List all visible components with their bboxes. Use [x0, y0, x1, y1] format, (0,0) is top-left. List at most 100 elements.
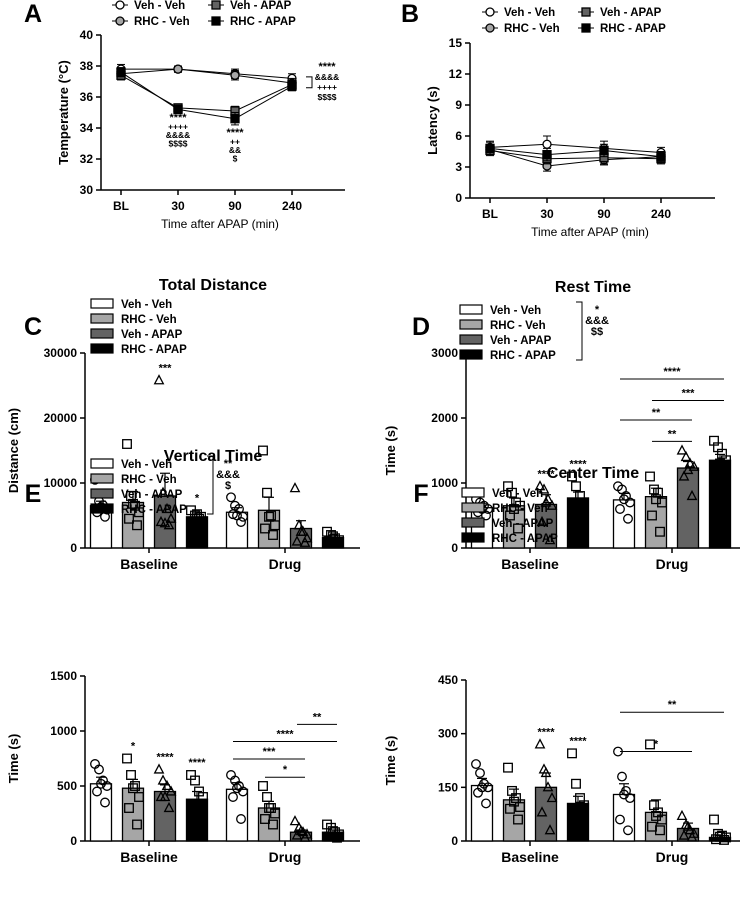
- individual-point: [198, 792, 208, 802]
- significance-marker: ++++: [317, 82, 337, 92]
- significance-marker: **: [313, 711, 322, 723]
- legend-swatch: [90, 488, 114, 499]
- individual-point: [291, 535, 303, 546]
- individual-point: [122, 753, 132, 764]
- x-tick-label: BL: [113, 199, 129, 213]
- individual-point: [102, 781, 112, 791]
- legend-label: RHC - APAP: [121, 504, 187, 516]
- individual-point: [159, 790, 171, 802]
- legend-label: Veh - Veh: [121, 459, 172, 471]
- individual-point: [132, 819, 142, 830]
- significance-marker: $$$$: [318, 92, 337, 102]
- significance-marker: ****: [188, 757, 206, 769]
- legend-label: Veh - APAP: [490, 335, 552, 347]
- y-tick-label: 36: [80, 90, 94, 104]
- individual-point: [657, 497, 667, 508]
- significance-marker: $: [225, 480, 231, 492]
- significance-marker: *: [595, 304, 600, 316]
- legend-label: Veh - APAP: [121, 489, 183, 501]
- data-point-rhc-apap: [173, 104, 183, 115]
- individual-point: [334, 829, 344, 840]
- individual-point: [270, 808, 280, 819]
- series-line-rhc-apap: [120, 71, 293, 120]
- individual-point: [289, 482, 301, 493]
- significance-marker: &&&&: [315, 72, 340, 82]
- legend-marker: [115, 0, 125, 10]
- individual-point: [507, 487, 517, 498]
- individual-point: [688, 460, 700, 471]
- individual-point: [540, 496, 552, 507]
- significance-marker: &&&&: [166, 130, 191, 140]
- legend-swatch: [459, 334, 483, 345]
- y-tick-label: 3: [455, 160, 462, 174]
- data-point-rhc-veh: [173, 64, 183, 74]
- significance-marker: ***: [682, 387, 696, 399]
- legend-marker: [485, 7, 495, 17]
- individual-point: [682, 820, 694, 831]
- significance-marker: &&&: [585, 315, 609, 327]
- x-tick-label: 30: [171, 199, 185, 213]
- significance-marker: ****: [276, 728, 294, 740]
- legend-swatch: [90, 343, 114, 354]
- panel-d: D Rest Time 0 1000 2000 3000 Baseline Drug Time …: [383, 279, 740, 572]
- legend-marker: [581, 23, 591, 33]
- individual-point: [615, 814, 625, 825]
- individual-point: [234, 504, 244, 514]
- legend-marker: [211, 16, 221, 26]
- individual-point: [293, 519, 305, 530]
- y-tick-label: 0: [451, 541, 458, 555]
- chart-title: Center Time: [547, 465, 639, 482]
- series-line-veh-veh: [121, 68, 293, 79]
- individual-point: [653, 487, 663, 498]
- legend-swatch: [461, 532, 485, 543]
- individual-point: [165, 512, 177, 523]
- individual-point: [262, 487, 272, 498]
- y-tick-label: 9: [455, 98, 462, 112]
- legend-label: Veh - APAP: [121, 329, 183, 341]
- data-point-rhc-apap: [230, 114, 240, 124]
- individual-point: [264, 803, 274, 813]
- y-tick-label: 34: [80, 121, 94, 135]
- individual-point: [615, 504, 625, 514]
- legend-label: Veh - Veh: [504, 7, 555, 19]
- individual-point: [651, 494, 661, 505]
- individual-point: [655, 526, 665, 537]
- individual-point: [161, 779, 173, 791]
- panel-f: F Center Time 0 150 300 450 Baseline Drug Time (…: [383, 465, 740, 865]
- y-tick-label: 1000: [50, 724, 77, 738]
- legend-label: Veh - Veh: [121, 299, 172, 311]
- individual-point: [226, 492, 236, 503]
- y-tick-label: 3000: [431, 346, 458, 360]
- legend-marker: [485, 23, 495, 33]
- series-line-veh-apap: [120, 74, 293, 112]
- panel-letter: A: [24, 0, 42, 28]
- individual-point: [92, 786, 102, 797]
- individual-point: [536, 806, 548, 817]
- significance-marker: ++: [230, 137, 240, 147]
- legend-swatch: [90, 313, 114, 324]
- y-tick-label: 32: [80, 152, 94, 166]
- legend-swatch: [459, 319, 483, 330]
- legend-label: RHC - Veh: [504, 23, 560, 35]
- individual-point: [192, 509, 202, 520]
- individual-point: [509, 796, 519, 807]
- x-category-label: Baseline: [120, 556, 178, 572]
- significance-marker: ****: [663, 366, 681, 378]
- individual-point: [236, 814, 246, 824]
- y-tick-label: 10000: [44, 476, 78, 490]
- legend-label: RHC - Veh: [134, 16, 190, 28]
- individual-point: [509, 504, 519, 514]
- individual-point: [100, 797, 110, 808]
- individual-point: [295, 824, 307, 836]
- individual-point: [134, 507, 144, 518]
- y-tick-label: 12: [449, 67, 463, 81]
- significance-bracket: [306, 76, 313, 89]
- individual-point: [540, 766, 552, 778]
- y-tick-label: 500: [57, 779, 77, 793]
- individual-point: [721, 832, 731, 843]
- y-axis-label: Time (s): [6, 734, 21, 784]
- individual-point: [715, 458, 725, 469]
- y-tick-label: 20000: [44, 411, 78, 425]
- individual-point: [579, 497, 589, 508]
